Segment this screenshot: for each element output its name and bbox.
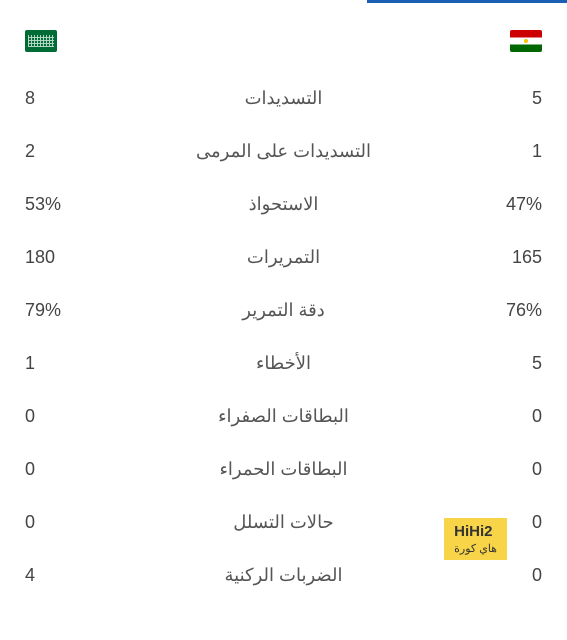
stat-value-right: 0: [482, 459, 542, 480]
stat-row: 1الأخطاء5: [25, 337, 542, 390]
stat-label: الاستحواذ: [85, 194, 482, 215]
stat-value-left: 2: [25, 141, 85, 162]
stat-value-left: 53%: [25, 194, 85, 215]
stat-label: الأخطاء: [85, 353, 482, 374]
stat-value-right: 0: [482, 565, 542, 586]
watermark: HiHi2 هاي كورة: [444, 518, 507, 560]
watermark-title: HiHi2: [454, 522, 497, 542]
stat-row: 0البطاقات الصفراء0: [25, 390, 542, 443]
stat-value-right: 76%: [482, 300, 542, 321]
flags-row: [0, 0, 567, 72]
stat-value-right: 47%: [482, 194, 542, 215]
stat-value-left: 0: [25, 512, 85, 533]
stat-label: الضربات الركنية: [85, 565, 482, 586]
stat-label: التسديدات: [85, 88, 482, 109]
stat-value-left: 1: [25, 353, 85, 374]
stat-value-left: 4: [25, 565, 85, 586]
stat-row: 0البطاقات الحمراء0: [25, 443, 542, 496]
stat-value-left: 0: [25, 459, 85, 480]
stat-label: حالات التسلل: [85, 512, 482, 533]
stat-label: التمريرات: [85, 247, 482, 268]
stat-value-right: 165: [482, 247, 542, 268]
stat-value-left: 180: [25, 247, 85, 268]
stat-row: 79%دقة التمرير76%: [25, 284, 542, 337]
stat-value-left: 79%: [25, 300, 85, 321]
stat-label: التسديدات على المرمى: [85, 141, 482, 162]
stat-row: 53%الاستحواذ47%: [25, 178, 542, 231]
stat-label: البطاقات الحمراء: [85, 459, 482, 480]
flag-saudi-arabia: [25, 30, 57, 52]
stat-row: 180التمريرات165: [25, 231, 542, 284]
stat-value-left: 0: [25, 406, 85, 427]
stat-label: دقة التمرير: [85, 300, 482, 321]
stat-value-right: 1: [482, 141, 542, 162]
stat-value-right: 5: [482, 88, 542, 109]
flag-tajikistan: [510, 30, 542, 52]
stat-value-right: 5: [482, 353, 542, 374]
stat-value-right: 0: [482, 406, 542, 427]
active-tab-indicator: [367, 0, 567, 3]
stat-row: 8التسديدات5: [25, 72, 542, 125]
stat-label: البطاقات الصفراء: [85, 406, 482, 427]
stat-row: 2التسديدات على المرمى1: [25, 125, 542, 178]
stat-value-left: 8: [25, 88, 85, 109]
watermark-subtitle: هاي كورة: [454, 542, 497, 556]
